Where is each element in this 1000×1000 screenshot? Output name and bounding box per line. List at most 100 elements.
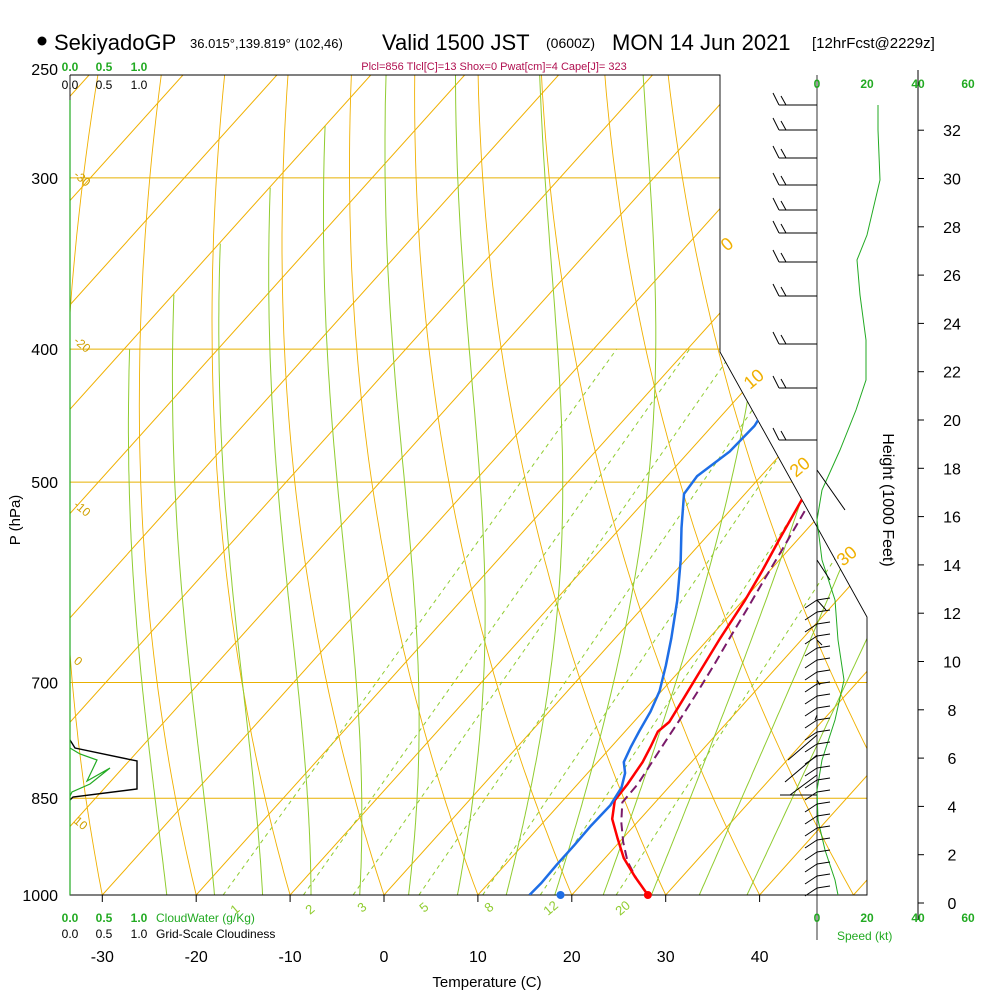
dry-adiabat-line bbox=[477, 75, 680, 895]
dry-adiabat-line bbox=[602, 75, 867, 895]
mixing-ratio-line bbox=[482, 348, 852, 895]
dry-adiabat-label: 20 bbox=[786, 453, 814, 481]
isotherm-line bbox=[0, 0, 26, 924]
valid-date: MON 14 Jun 2021 bbox=[612, 30, 791, 55]
cloudiness-tick-bottom: 0.0 bbox=[62, 927, 79, 941]
pressure-tick-label: 1000 bbox=[22, 888, 58, 905]
cloudiness-tick-bottom: 1.0 bbox=[131, 927, 148, 941]
height-tick-label: 8 bbox=[948, 703, 957, 720]
height-tick-label: 26 bbox=[943, 268, 961, 285]
isotherm-line bbox=[70, 75, 309, 895]
pressure-tick-label: 700 bbox=[31, 676, 58, 693]
dry-adiabat-line bbox=[414, 75, 585, 895]
speed-axis-label: Speed (kt) bbox=[837, 929, 892, 943]
wind-barb bbox=[804, 765, 831, 777]
wind-barb bbox=[816, 679, 821, 686]
cloud-water-tick-top: 0.0 bbox=[62, 60, 79, 74]
height-tick-label: 0 bbox=[948, 896, 957, 913]
wind-barb bbox=[804, 717, 831, 729]
isotherm-label: -30 bbox=[71, 168, 94, 190]
dry-adiabat-line bbox=[977, 45, 1000, 924]
speed-tick-label: 60 bbox=[961, 911, 975, 925]
wind-barb bbox=[804, 885, 831, 897]
moist-adiabat-line bbox=[218, 243, 265, 895]
speed-tick-label: 20 bbox=[860, 911, 874, 925]
height-tick-label: 16 bbox=[943, 510, 961, 527]
isotherm-line bbox=[70, 75, 590, 895]
moist-adiabat-line bbox=[732, 75, 867, 895]
height-tick-label: 20 bbox=[943, 413, 961, 430]
wind-barb bbox=[772, 427, 817, 441]
height-tick-label: 28 bbox=[943, 220, 961, 237]
isotherm-line bbox=[826, 75, 867, 895]
isotherm-line bbox=[70, 75, 121, 895]
moist-adiabat-line bbox=[127, 349, 171, 895]
wind-barb bbox=[804, 873, 831, 885]
wind-barb bbox=[804, 825, 831, 837]
moist-adiabat-line bbox=[323, 125, 363, 895]
temperature-trace-line bbox=[610, 97, 867, 895]
wind-barb bbox=[816, 559, 831, 581]
moist-adiabat-line bbox=[498, 75, 564, 895]
dry-adiabat-line bbox=[138, 75, 204, 895]
wind-barb bbox=[804, 693, 831, 705]
station-location: 36.015°,139.819° (102,46) bbox=[190, 36, 343, 51]
wind-barb bbox=[772, 172, 817, 186]
wind-barb bbox=[772, 145, 817, 159]
station-name: SekiyadoGP bbox=[54, 30, 176, 55]
wind-barb bbox=[804, 645, 831, 657]
x-tick-label: 10 bbox=[469, 949, 487, 966]
isotherm-label: 10 bbox=[71, 814, 90, 834]
cloudiness-tick-top: 0.0 bbox=[62, 78, 79, 92]
moist-adiabat-line bbox=[451, 75, 486, 895]
cloud-water-tick-bottom: 0.5 bbox=[96, 911, 113, 925]
x-tick-label: -30 bbox=[91, 949, 114, 966]
surface-dewpoint-marker bbox=[556, 891, 565, 899]
dewpoint-trace-line bbox=[528, 96, 845, 895]
moist-adiabat-line bbox=[686, 75, 867, 895]
valid-time: Valid 1500 JST bbox=[382, 30, 530, 55]
height-tick-label: 24 bbox=[943, 316, 961, 333]
wind-speed-trace bbox=[816, 105, 881, 896]
surface-temperature-marker bbox=[643, 891, 652, 899]
x-axis-title: Temperature (C) bbox=[432, 974, 541, 991]
isotherm-line bbox=[545, 75, 867, 895]
moist-adiabat-line bbox=[545, 75, 657, 895]
dry-adiabat-line bbox=[349, 75, 490, 895]
dry-adiabat-line bbox=[211, 75, 300, 895]
speed-tick-label: 40 bbox=[911, 77, 925, 91]
wind-barb bbox=[772, 283, 817, 297]
wind-barb bbox=[804, 729, 831, 741]
isotherm-line bbox=[263, 75, 867, 895]
isotherm-line bbox=[169, 75, 867, 895]
wind-barb bbox=[804, 621, 831, 633]
pressure-tick-label: 250 bbox=[31, 62, 58, 79]
speed-tick-label: 40 bbox=[911, 911, 925, 925]
moist-adiabat-line bbox=[384, 75, 420, 895]
mixing-ratio-label: 12 bbox=[540, 898, 561, 919]
cloudiness-profile bbox=[69, 100, 138, 895]
wind-barb bbox=[804, 801, 831, 813]
height-tick-label: 6 bbox=[948, 751, 957, 768]
cloudiness-axis-label: Grid-Scale Cloudiness bbox=[156, 927, 275, 941]
wind-barb bbox=[772, 92, 817, 106]
isotherm-line bbox=[357, 75, 867, 895]
wind-barb bbox=[804, 633, 831, 645]
wind-barb bbox=[814, 714, 818, 721]
wind-barb bbox=[816, 599, 827, 611]
isotherm-line bbox=[639, 75, 867, 895]
mixing-ratio-label: 2 bbox=[302, 901, 317, 917]
dry-adiabat-line bbox=[664, 75, 867, 895]
x-tick-label: 40 bbox=[751, 949, 769, 966]
pressure-tick-label: 500 bbox=[31, 475, 58, 492]
isotherm-line bbox=[70, 75, 497, 895]
dry-adiabat-line bbox=[539, 75, 776, 895]
wind-barb bbox=[804, 777, 831, 789]
cloudiness-tick-bottom: 0.5 bbox=[96, 927, 113, 941]
cloud-water-tick-bottom: 1.0 bbox=[131, 911, 148, 925]
isotherm-label: -10 bbox=[71, 498, 94, 520]
mixing-ratio-label: 20 bbox=[612, 898, 633, 919]
station-marker-icon bbox=[37, 36, 47, 46]
wind-barb bbox=[804, 741, 831, 753]
